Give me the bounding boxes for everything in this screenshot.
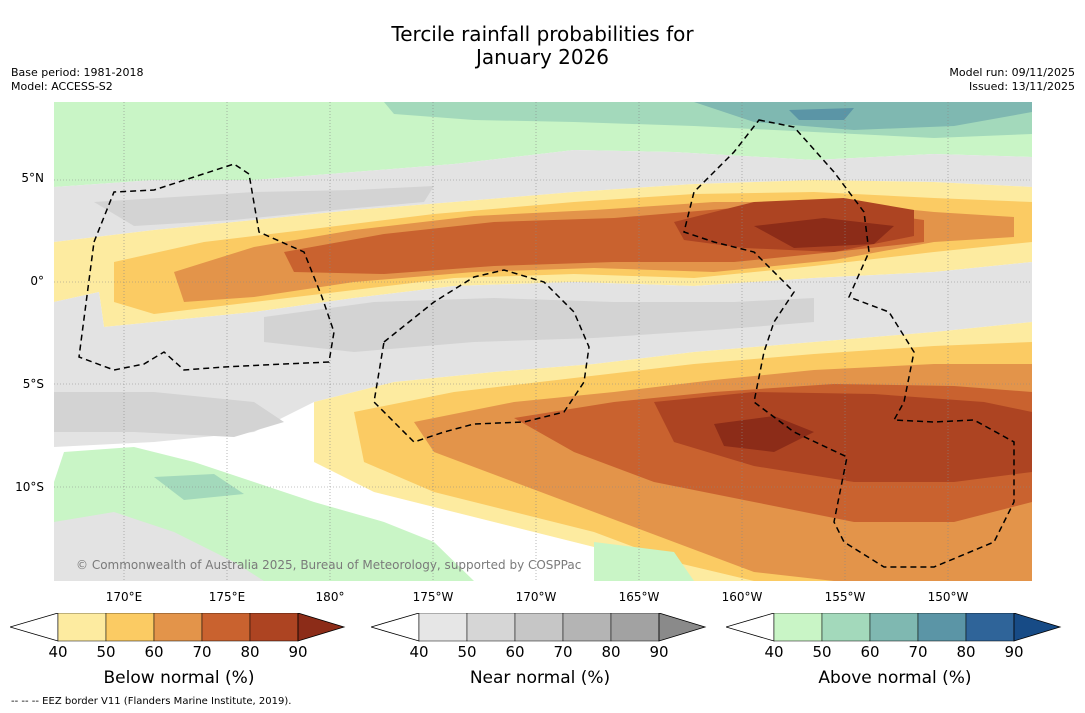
colorbar-tick-label: 60: [144, 643, 164, 661]
eez-footer-note: -- -- -- EEZ border V11 (Flanders Marine…: [11, 696, 292, 707]
colorbar-tick-label: 50: [457, 643, 477, 661]
colorbar-tick-label: 80: [601, 643, 621, 661]
rainfall-probability-map: © Commonwealth of Australia 2025, Bureau…: [54, 102, 1032, 581]
near-normal-south-core: [264, 298, 814, 352]
map-copyright: © Commonwealth of Australia 2025, Bureau…: [76, 558, 581, 572]
colorbar-near-normal-label: Near normal (%): [469, 668, 611, 688]
lon-label-150w: 150°W: [927, 590, 969, 604]
eez-kiribati-line: [683, 119, 1015, 568]
below-normal-south-90: [654, 392, 1032, 482]
map-title-line1: Tercile rainfall probabilities for: [391, 22, 694, 46]
lon-label-170e: 170°E: [105, 590, 143, 604]
lon-label-175w: 175°W: [412, 590, 454, 604]
colorbar-tick-label: 80: [956, 643, 976, 661]
colorbar-extend-high: [1013, 613, 1062, 642]
lon-label-160w: 160°W: [721, 590, 763, 604]
colorbar-tick-label: 90: [1004, 643, 1024, 661]
colorbar-segment: [562, 613, 612, 642]
above-normal-north-core3: [789, 108, 854, 120]
colorbar-tick-label: 40: [48, 643, 68, 661]
lat-label-10s: 10°S: [15, 480, 44, 494]
lon-label-170w: 170°W: [515, 590, 557, 604]
colorbar-tick-label: 70: [908, 643, 928, 661]
lat-label-5s: 5°S: [22, 377, 44, 391]
below-normal-south-95: [714, 416, 814, 452]
eez-borders: [78, 119, 1015, 568]
graticule: [54, 102, 1032, 581]
colorbar-segment: [418, 613, 468, 642]
issued-date: Issued: 13/11/2025: [968, 80, 1075, 93]
colorbar-tick-label: 90: [649, 643, 669, 661]
colorbar-segment: [610, 613, 660, 642]
lon-label-165w: 165°W: [618, 590, 660, 604]
above-normal-south-spot: [594, 542, 694, 581]
colorbar-tick-label: 50: [96, 643, 116, 661]
colorbar-extend-high: [297, 613, 346, 642]
colorbar-tick-label: 40: [764, 643, 784, 661]
colorbar-segment: [466, 613, 516, 642]
colorbar-extend-low: [371, 613, 420, 642]
above-normal-north-core2: [694, 102, 1032, 130]
colorbar-segment: [917, 613, 967, 642]
model-run: Model run: 09/11/2025: [949, 66, 1075, 79]
colorbar-segment: [869, 613, 919, 642]
colorbar-above-normal: [726, 613, 1062, 642]
colorbar-extend-low: [10, 613, 59, 642]
colorbar-tick-label: 40: [409, 643, 429, 661]
model-name: Model: ACCESS-S2: [11, 80, 113, 93]
colorbar-below-normal: [10, 613, 346, 642]
colorbar-near-normal: [371, 613, 707, 642]
colorbar-segment: [249, 613, 299, 642]
colorbar-segment: [773, 613, 823, 642]
colorbar-segment: [105, 613, 155, 642]
colorbar-segment: [201, 613, 251, 642]
base-period: Base period: 1981-2018: [11, 66, 144, 79]
colorbar-below-normal-label: Below normal (%): [103, 668, 255, 688]
colorbar-segment: [965, 613, 1015, 642]
lat-label-0: 0°: [30, 274, 44, 288]
colorbar-tick-label: 70: [553, 643, 573, 661]
colorbar-segment: [514, 613, 564, 642]
lon-label-175e: 175°E: [208, 590, 246, 604]
near-normal-west-core: [54, 392, 284, 437]
colorbar-tick-label: 60: [505, 643, 525, 661]
colorbar-extend-low: [726, 613, 775, 642]
colorbar-segment: [57, 613, 107, 642]
colorbar-above-normal-label: Above normal (%): [818, 668, 972, 688]
near-normal-north-core: [94, 186, 434, 226]
lon-label-180: 180°: [315, 590, 345, 604]
eez-kiribati-phoenix: [373, 269, 590, 443]
colorbar-segment: [153, 613, 203, 642]
colorbar-tick-label: 70: [192, 643, 212, 661]
eez-kiribati-gilbert: [78, 163, 335, 371]
lat-label-5n: 5°N: [21, 171, 44, 185]
colorbar-extend-high: [658, 613, 707, 642]
colorbar-tick-label: 80: [240, 643, 260, 661]
map-title-line2: January 2026: [475, 45, 610, 69]
below-normal-equatorial-95: [754, 218, 894, 248]
near-normal-north-band: [54, 150, 1032, 242]
colorbar-tick-label: 60: [860, 643, 880, 661]
colorbar-tick-label: 90: [288, 643, 308, 661]
lon-label-155w: 155°W: [824, 590, 866, 604]
near-normal-southwest-grey: [54, 512, 264, 581]
colorbar-segment: [821, 613, 871, 642]
colorbar-tick-label: 50: [812, 643, 832, 661]
